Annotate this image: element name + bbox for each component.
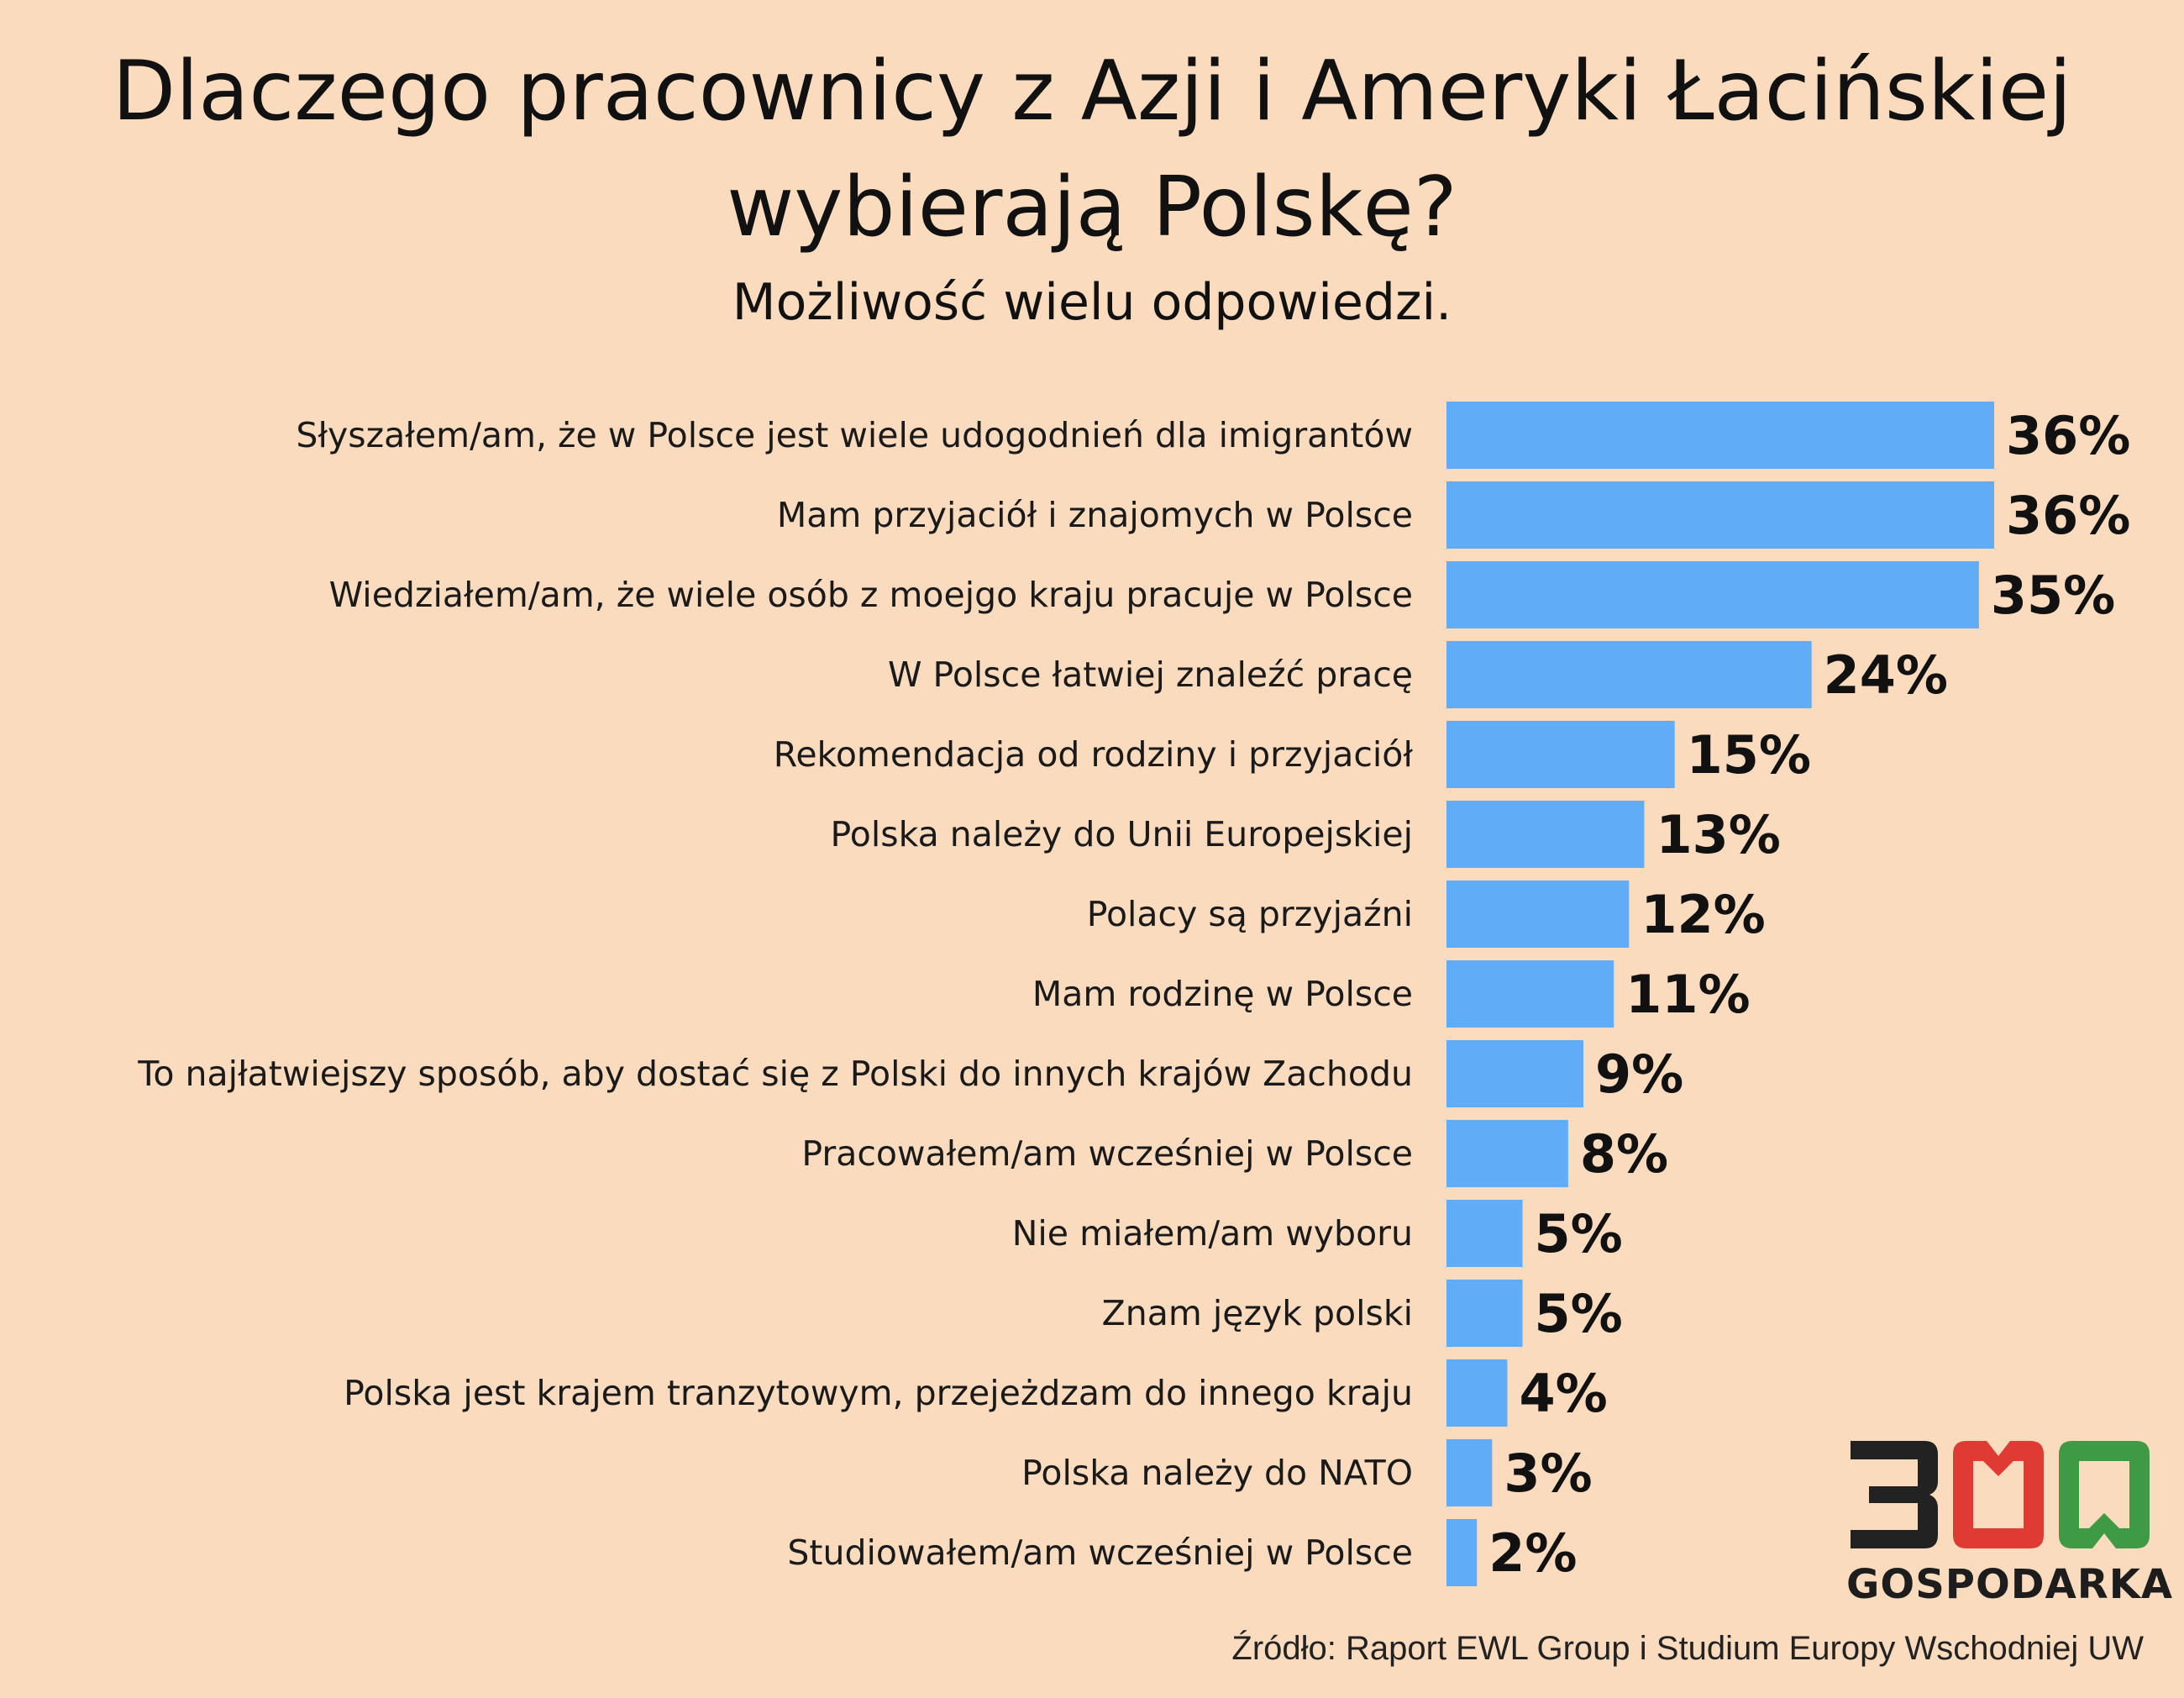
chart-subtitle: Możliwość wielu odpowiedzi.: [732, 273, 1452, 332]
chart-title: Dlaczego pracownicy z Azji i Ameryki Łac…: [112, 44, 2072, 255]
category-label: Polska należy do Unii Europejskiej: [831, 814, 1413, 854]
bar: [1446, 1280, 1523, 1347]
bar: [1446, 1519, 1478, 1586]
value-label: 4%: [1519, 1363, 1607, 1424]
category-label: Słyszałem/am, że w Polsce jest wiele udo…: [296, 415, 1413, 455]
value-label: 24%: [1824, 644, 1948, 706]
source-note: Źródło: Raport EWL Group i Studium Europ…: [1231, 1630, 2144, 1667]
category-label: Polska jest krajem tranzytowym, przejeżd…: [344, 1373, 1413, 1413]
category-label: To najłatwiejszy sposób, aby dostać się …: [137, 1054, 1413, 1094]
category-label: Wiedziałem/am, że wiele osób z moejgo kr…: [329, 575, 1413, 615]
bar: [1446, 481, 1994, 549]
category-label: W Polsce łatwiej znaleźć pracę: [888, 654, 1413, 695]
value-label: 11%: [1625, 964, 1750, 1025]
category-label: Mam rodzinę w Polsce: [1032, 974, 1413, 1014]
bar: [1446, 1200, 1523, 1267]
bar: [1446, 641, 1812, 708]
logo-digit-zero-red: [1953, 1441, 2044, 1548]
bar: [1446, 881, 1630, 948]
category-label: Studiowałem/am wcześniej w Polsce: [787, 1532, 1413, 1573]
logo-digit-three: [1851, 1441, 1938, 1548]
value-label: 3%: [1504, 1443, 1592, 1504]
category-label: Pracowałem/am wcześniej w Polsce: [801, 1133, 1413, 1174]
value-label: 5%: [1535, 1203, 1623, 1264]
value-label: 36%: [2006, 405, 2130, 466]
logo-text: GOSPODARKA: [1846, 1561, 2174, 1608]
value-label: 13%: [1656, 804, 1780, 865]
value-label: 36%: [2006, 485, 2130, 546]
value-label: 5%: [1535, 1283, 1623, 1344]
value-label: 15%: [1687, 724, 1811, 786]
bar: [1446, 561, 1979, 628]
bar: [1446, 801, 1645, 868]
value-label: 35%: [1991, 565, 2115, 626]
value-label: 12%: [1641, 884, 1765, 945]
category-label: Polacy są przyjaźni: [1087, 894, 1413, 934]
value-label: 8%: [1580, 1123, 1668, 1185]
bar: [1446, 960, 1614, 1028]
logo-digit-zero-green: [2059, 1441, 2150, 1548]
category-label: Znam język polski: [1102, 1293, 1413, 1333]
category-label: Nie miałem/am wyboru: [1012, 1213, 1413, 1254]
logo-300-mark: [1851, 1441, 2150, 1548]
bar: [1446, 402, 1994, 469]
value-label: 2%: [1488, 1522, 1577, 1584]
bar: [1446, 1439, 1493, 1506]
category-label: Mam przyjaciół i znajomych w Polsce: [777, 495, 1413, 535]
value-label: 9%: [1595, 1044, 1683, 1105]
bar: [1446, 1040, 1583, 1107]
bar: [1446, 1120, 1568, 1187]
bar: [1446, 1359, 1508, 1427]
category-label: Polska należy do NATO: [1021, 1453, 1413, 1493]
category-label: Rekomendacja od rodziny i przyjaciół: [774, 734, 1414, 775]
bar: [1446, 721, 1675, 788]
